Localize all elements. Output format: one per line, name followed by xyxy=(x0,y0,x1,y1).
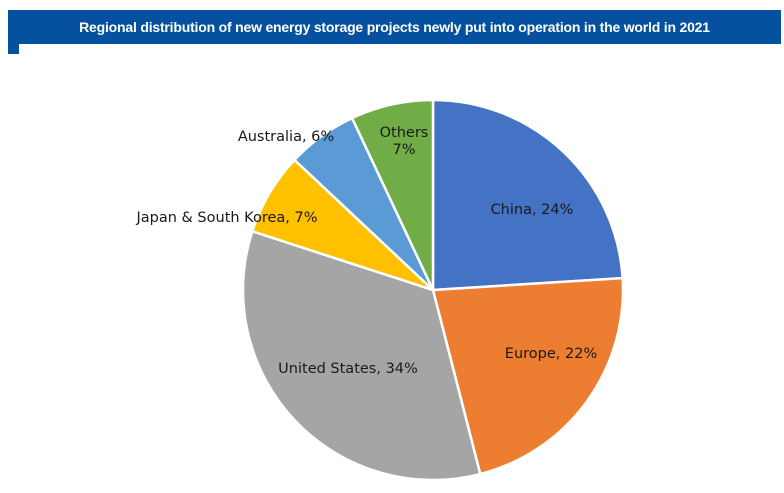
pie-label-australia: Australia, 6% xyxy=(238,129,334,145)
title-banner: Regional distribution of new energy stor… xyxy=(8,10,781,44)
pie-slice-united-states xyxy=(241,230,482,482)
pie-label-china: China, 24% xyxy=(491,202,574,218)
pie-label-united-states: United States, 34% xyxy=(278,361,418,377)
pie-labels: China, 24% Europe, 22% United States, 34% J… xyxy=(135,125,597,377)
pie-label-others: Others 7% xyxy=(380,125,429,158)
pie-slice-europe xyxy=(431,276,625,476)
pie-label-japan-south-korea: Japan & South Korea, 7% xyxy=(135,210,317,226)
banner-tab-decoration xyxy=(8,44,19,54)
pie-label-europe: Europe, 22% xyxy=(505,346,597,362)
pie-slice-others xyxy=(350,98,435,292)
pie-slices xyxy=(241,98,625,482)
chart-title: Regional distribution of new energy stor… xyxy=(79,19,710,35)
pie-slice-china xyxy=(431,98,624,292)
